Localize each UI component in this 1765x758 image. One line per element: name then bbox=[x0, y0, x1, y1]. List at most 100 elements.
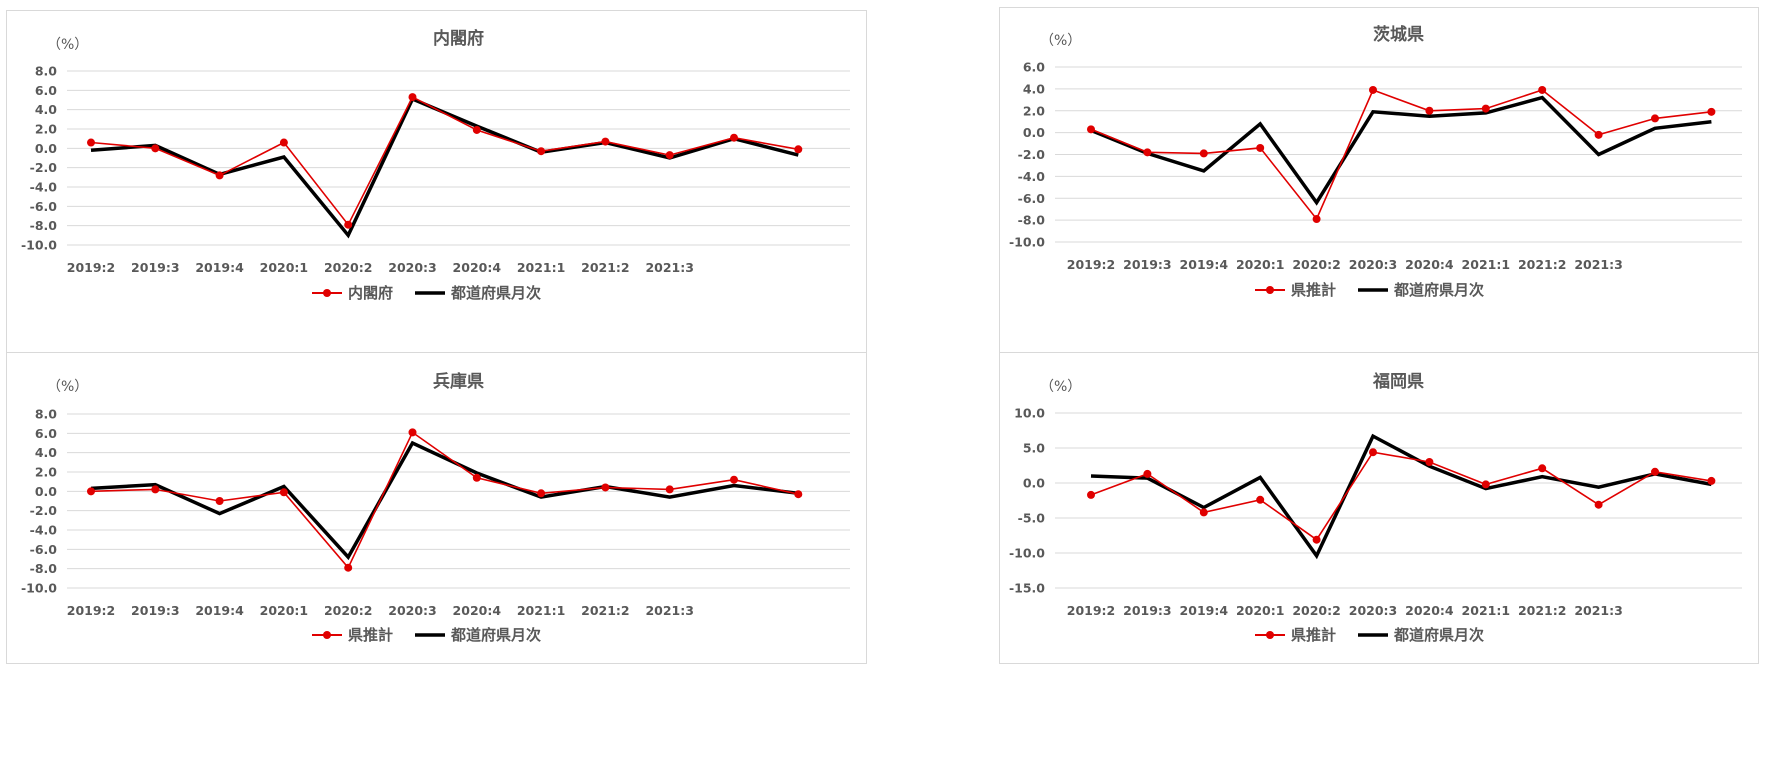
x-tick-label: 2021:1 bbox=[1462, 603, 1511, 618]
data-point bbox=[1707, 476, 1716, 485]
y-tick-label: -8.0 bbox=[30, 561, 58, 576]
data-point bbox=[279, 138, 288, 147]
x-tick-label: 2021:3 bbox=[1574, 257, 1623, 272]
data-point bbox=[1087, 125, 1095, 134]
data-point bbox=[1143, 469, 1152, 478]
y-tick-label: -10.0 bbox=[21, 238, 57, 253]
data-point bbox=[87, 487, 95, 496]
series-line-monthly bbox=[90, 440, 799, 561]
y-tick-label: -8.0 bbox=[30, 218, 58, 233]
x-tick-label: 2020:1 bbox=[1236, 257, 1285, 272]
data-point bbox=[1312, 535, 1321, 544]
data-point bbox=[1481, 480, 1490, 489]
chart-title: 内閣府 bbox=[433, 28, 484, 49]
legend-marker bbox=[323, 289, 331, 297]
data-point bbox=[1594, 500, 1603, 509]
y-tick-label: -10.0 bbox=[1009, 546, 1045, 561]
data-point bbox=[1143, 148, 1152, 157]
chart-title: 兵庫県 bbox=[433, 371, 484, 392]
x-tick-label: 2020:1 bbox=[260, 260, 309, 275]
legend-label: 都道府県月次 bbox=[1393, 281, 1484, 299]
y-tick-label: 0.0 bbox=[1023, 476, 1045, 491]
data-point bbox=[1651, 114, 1659, 123]
x-tick-label: 2020:3 bbox=[388, 603, 437, 618]
data-point bbox=[408, 428, 417, 437]
data-point bbox=[1256, 143, 1265, 152]
x-tick-label: 2021:3 bbox=[645, 260, 694, 275]
y-tick-label: -4.0 bbox=[30, 523, 58, 538]
y-tick-label: -10.0 bbox=[21, 581, 57, 596]
data-point bbox=[1594, 130, 1603, 139]
data-point bbox=[1312, 215, 1321, 224]
y-tick-label: 8.0 bbox=[35, 64, 57, 79]
y-tick-label: 0.0 bbox=[35, 484, 57, 499]
x-tick-label: 2019:3 bbox=[1123, 257, 1172, 272]
legend-label: 都道府県月次 bbox=[450, 626, 541, 644]
data-point bbox=[1256, 495, 1265, 504]
y-tick-label: 6.0 bbox=[35, 426, 57, 441]
y-axis-label: （%） bbox=[1040, 379, 1081, 395]
chart-panel-fukuoka: 福岡県 （%） 10.0 5.0 0.0 -5.0 -10.0 -15.0 2019:2 2019… bbox=[999, 352, 1759, 664]
data-point bbox=[1425, 458, 1434, 466]
series-line-estimate bbox=[1090, 451, 1712, 541]
data-point bbox=[665, 151, 674, 160]
y-tick-label: 6.0 bbox=[35, 83, 57, 98]
y-tick-label: 0.0 bbox=[1023, 125, 1045, 140]
x-tick-label: 2019:4 bbox=[1180, 603, 1229, 618]
x-tick-label: 2021:1 bbox=[517, 603, 566, 618]
y-axis-label: （%） bbox=[47, 379, 88, 395]
x-tick-label: 2019:4 bbox=[195, 603, 244, 618]
data-point bbox=[472, 125, 481, 134]
x-tick-label: 2019:4 bbox=[1180, 257, 1229, 272]
legend-label: 内閣府 bbox=[348, 284, 393, 302]
data-point bbox=[344, 220, 353, 229]
y-tick-label: -15.0 bbox=[1009, 581, 1045, 596]
series-line-estimate bbox=[1090, 88, 1712, 221]
legend-item: 県推計 bbox=[1255, 281, 1336, 299]
data-point bbox=[1538, 85, 1547, 94]
data-point bbox=[1199, 508, 1208, 517]
data-point bbox=[1087, 490, 1095, 499]
data-point bbox=[1707, 107, 1716, 116]
legend-label: 県推計 bbox=[1291, 281, 1336, 299]
data-point bbox=[537, 489, 546, 498]
data-point bbox=[794, 145, 803, 154]
x-tick-label: 2020:4 bbox=[453, 603, 502, 618]
x-tick-label: 2021:3 bbox=[645, 603, 694, 618]
y-tick-label: 0.0 bbox=[35, 141, 57, 156]
x-tick-label: 2020:3 bbox=[1349, 603, 1398, 618]
x-tick-label: 2021:2 bbox=[581, 603, 630, 618]
chart-panel-ibaraki: 茨城県 （%） 6.0 4.0 2.0 0.0 -2.0 -4.0 -6.0 -8.0 -10.0 2… bbox=[999, 7, 1759, 359]
data-point bbox=[730, 133, 738, 142]
y-tick-label: -10.0 bbox=[1009, 235, 1045, 250]
data-point bbox=[665, 485, 674, 494]
y-tick-label: 6.0 bbox=[1023, 60, 1045, 75]
data-point bbox=[1481, 104, 1490, 113]
series-line-monthly bbox=[90, 96, 799, 239]
data-point bbox=[730, 475, 738, 484]
data-point bbox=[537, 147, 546, 156]
chart-panel-cabinet-office: 内閣府 （%） 8.0 6.0 4.0 2.0 0.0 -2.0 -4.0 -6.0 -8.0 -10… bbox=[6, 10, 867, 362]
chart-title: 茨城県 bbox=[1373, 24, 1424, 45]
chart-title: 福岡県 bbox=[1372, 371, 1424, 392]
chart-svg: 兵庫県 （%） 8.0 6.0 4.0 2.0 0.0 -2.0 -4.0 -6.0 -8.0 -10… bbox=[21, 371, 850, 644]
data-point bbox=[1369, 448, 1377, 457]
legend-label: 都道府県月次 bbox=[1393, 626, 1484, 644]
x-tick-label: 2021:1 bbox=[1462, 257, 1511, 272]
series-line-estimate bbox=[90, 96, 799, 227]
x-tick-label: 2021:2 bbox=[1518, 603, 1567, 618]
data-point bbox=[1651, 467, 1659, 476]
chart-svg: 福岡県 （%） 10.0 5.0 0.0 -5.0 -10.0 -15.0 2019:2 2019… bbox=[1009, 371, 1742, 644]
legend-item: 都道府県月次 bbox=[1358, 626, 1484, 644]
y-tick-label: 2.0 bbox=[35, 122, 57, 137]
x-tick-label: 2019:2 bbox=[67, 603, 116, 618]
y-tick-label: 10.0 bbox=[1014, 406, 1045, 421]
x-tick-label: 2020:4 bbox=[453, 260, 502, 275]
legend-item: 都道府県月次 bbox=[415, 626, 541, 644]
legend-label: 県推計 bbox=[348, 626, 393, 644]
x-tick-label: 2021:3 bbox=[1574, 603, 1623, 618]
data-point bbox=[151, 485, 160, 494]
x-tick-label: 2019:4 bbox=[195, 260, 244, 275]
x-tick-label: 2020:2 bbox=[324, 603, 373, 618]
legend-item: 内閣府 bbox=[312, 284, 393, 302]
